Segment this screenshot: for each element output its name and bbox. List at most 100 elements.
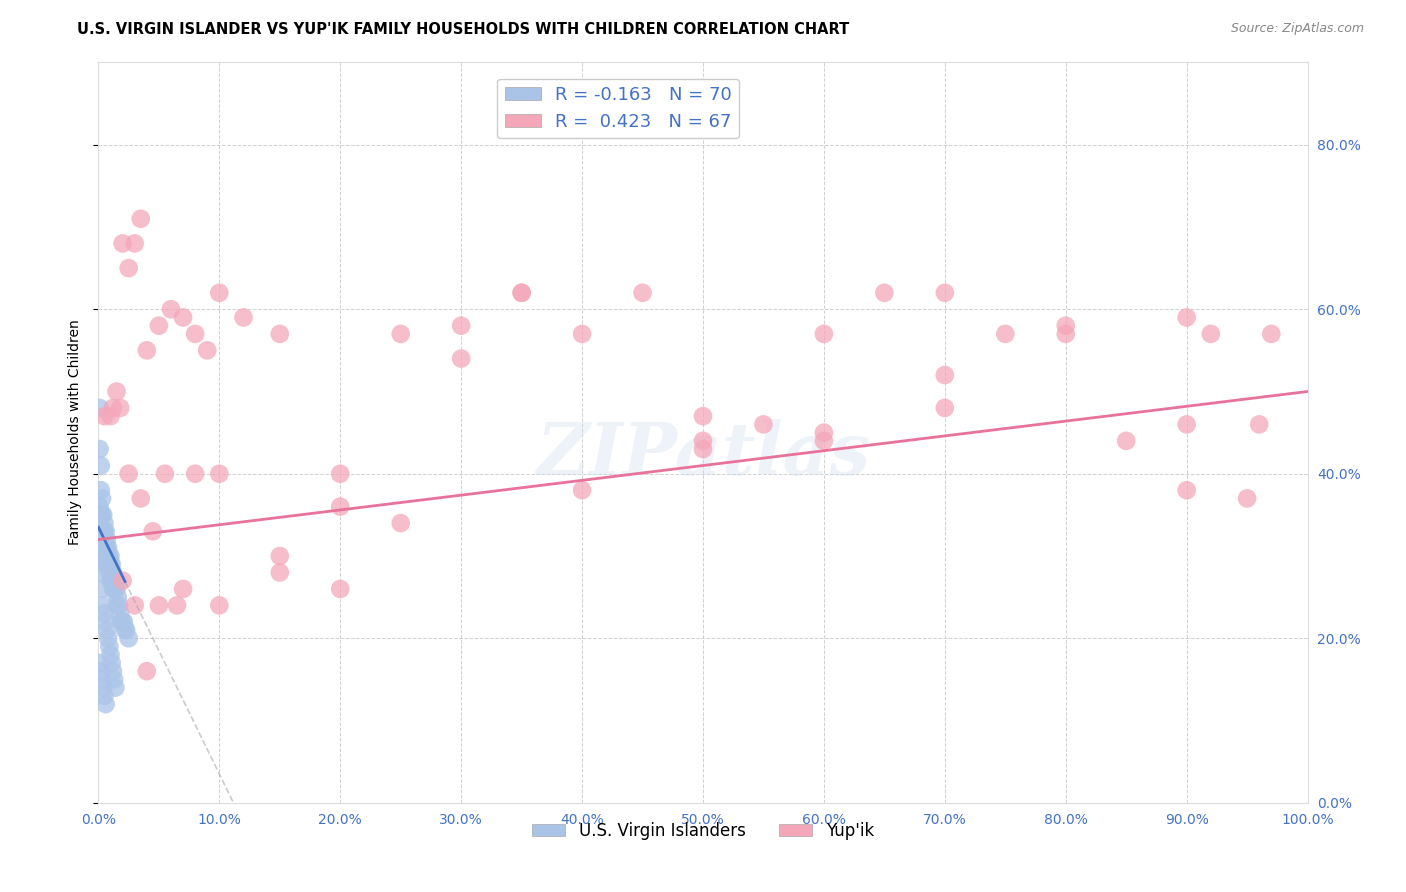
Point (93, 524, 115, 539)
Point (1249, 417, 1271, 432)
Point (692, 409, 714, 424)
Point (100, 648, 122, 662)
Point (105, 384, 128, 399)
Point (93, 516, 115, 530)
Point (208, 285, 231, 300)
Point (124, 599, 146, 613)
Point (135, 343, 157, 358)
Point (91, 599, 114, 613)
Point (148, 599, 170, 613)
Point (91, 582, 114, 596)
Y-axis label: Family Households with Children: Family Households with Children (69, 319, 83, 546)
Point (89, 500, 111, 514)
Point (93, 607, 115, 621)
Point (124, 236, 146, 251)
Point (96, 541, 118, 555)
Point (752, 417, 775, 432)
Point (96, 533, 118, 547)
Point (89, 401, 111, 415)
Point (232, 310, 254, 325)
Point (103, 574, 125, 588)
Point (1236, 491, 1258, 506)
Point (100, 656, 122, 670)
Point (450, 351, 472, 366)
Point (100, 574, 122, 588)
Point (103, 673, 125, 687)
Point (104, 582, 127, 596)
Point (96, 623, 118, 637)
Point (1175, 310, 1198, 325)
Point (1175, 483, 1198, 498)
Point (94, 697, 117, 711)
Point (98, 549, 121, 563)
Point (184, 467, 207, 481)
Point (208, 599, 231, 613)
Point (101, 401, 124, 415)
Point (873, 285, 896, 300)
Point (172, 582, 194, 596)
Point (112, 615, 135, 629)
Point (98, 640, 121, 654)
Point (184, 326, 207, 341)
Point (91, 524, 114, 539)
Point (692, 442, 714, 456)
Point (1175, 417, 1198, 432)
Point (89, 656, 111, 670)
Point (91, 491, 114, 506)
Point (100, 558, 122, 572)
Point (329, 467, 352, 481)
Point (813, 434, 835, 448)
Point (90, 508, 112, 522)
Point (103, 582, 125, 596)
Point (813, 425, 835, 440)
Point (329, 582, 352, 596)
Point (94, 524, 117, 539)
Point (97, 558, 120, 572)
Point (100, 549, 122, 563)
Point (108, 607, 131, 621)
Point (1199, 326, 1222, 341)
Point (813, 326, 835, 341)
Point (111, 615, 134, 629)
Text: U.S. VIRGIN ISLANDER VS YUP'IK FAMILY HOUSEHOLDS WITH CHILDREN CORRELATION CHART: U.S. VIRGIN ISLANDER VS YUP'IK FAMILY HO… (77, 22, 849, 37)
Point (329, 500, 352, 514)
Point (1260, 326, 1282, 341)
Point (1115, 434, 1137, 448)
Point (129, 491, 152, 506)
Point (114, 623, 136, 637)
Point (631, 285, 654, 300)
Point (90, 566, 112, 580)
Point (108, 599, 131, 613)
Point (91, 508, 114, 522)
Point (692, 434, 714, 448)
Point (101, 664, 124, 678)
Point (195, 343, 218, 358)
Point (208, 467, 231, 481)
Point (90, 483, 112, 498)
Point (100, 409, 122, 424)
Point (994, 326, 1017, 341)
Point (91, 673, 114, 687)
Point (510, 285, 533, 300)
Point (91, 681, 114, 695)
Point (91, 508, 114, 522)
Point (160, 302, 183, 317)
Point (98, 566, 121, 580)
Point (108, 401, 131, 415)
Point (90, 524, 112, 539)
Point (389, 326, 412, 341)
Point (105, 582, 128, 596)
Point (111, 574, 134, 588)
Point (934, 401, 956, 415)
Point (269, 326, 291, 341)
Point (90, 664, 112, 678)
Point (1054, 326, 1077, 341)
Point (153, 467, 176, 481)
Point (93, 689, 115, 703)
Point (93, 409, 115, 424)
Point (934, 285, 956, 300)
Point (90, 458, 112, 473)
Point (115, 623, 138, 637)
Point (111, 236, 134, 251)
Point (118, 632, 141, 646)
